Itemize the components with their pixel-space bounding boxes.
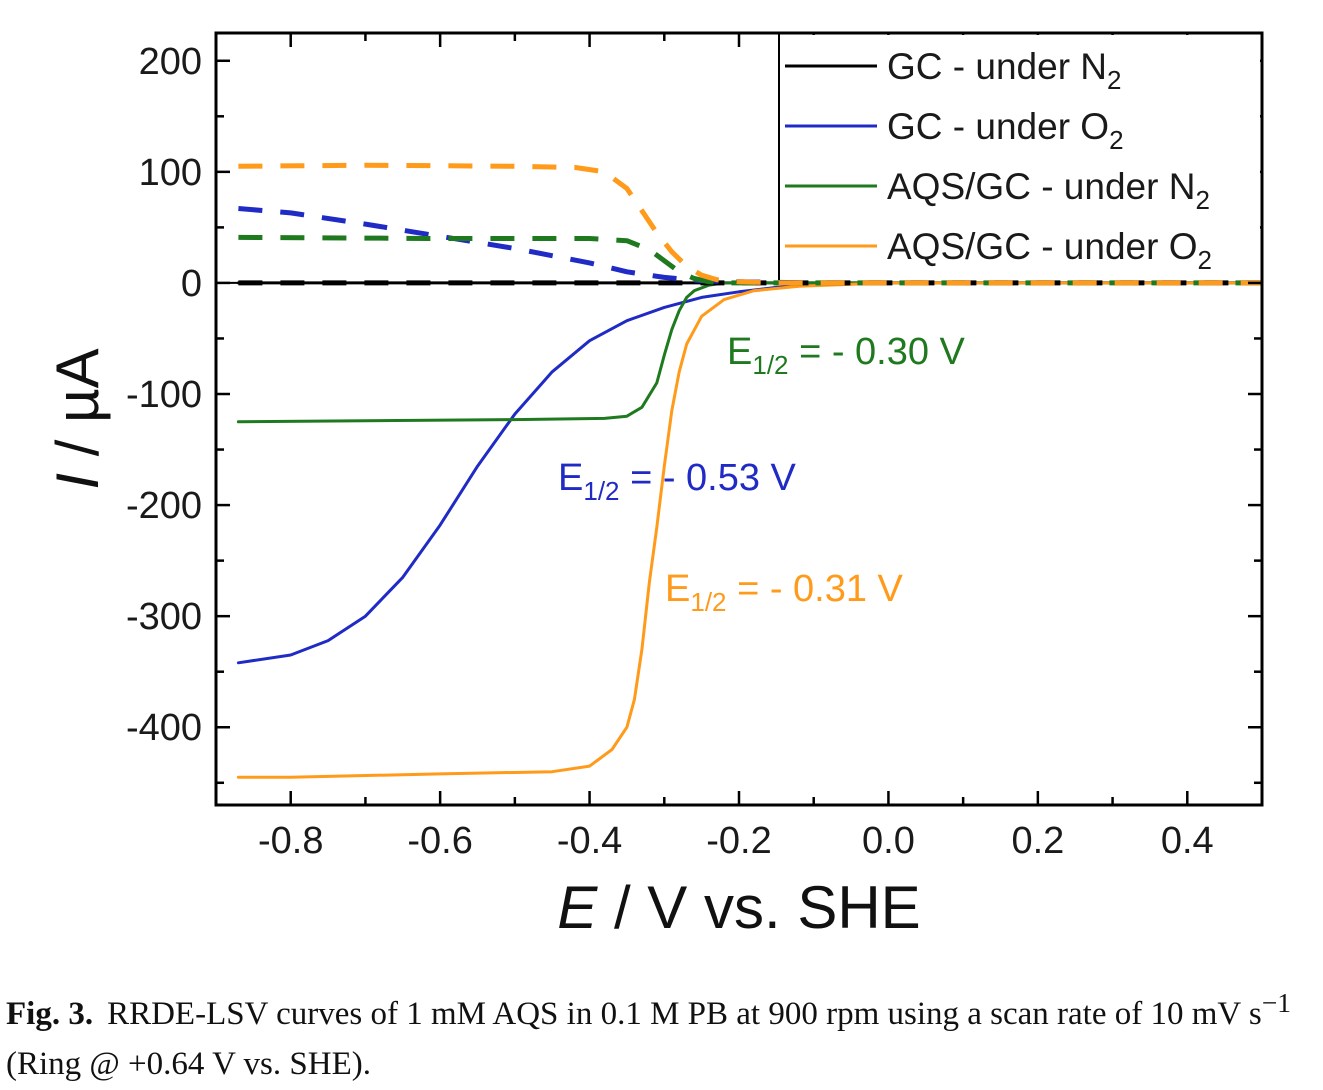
legend-label-subscript: 2	[1198, 245, 1212, 275]
series-aqs_o2-solid	[236, 281, 1264, 779]
caption-superscript: −1	[1261, 987, 1291, 1018]
lsv-chart: -0.8 -0.6 -0.4 -0.2 0.0 0.2 0.4 200 100 0 -100 -200…	[44, 31, 1264, 941]
legend-label-text: AQS/GC - under O	[887, 226, 1198, 267]
x-tick-label: 0.0	[862, 820, 915, 862]
x-axis-title-rest: / V vs. SHE	[597, 874, 920, 941]
legend-label-aqs_o2: AQS/GC - under O2	[887, 226, 1212, 275]
y-tick-label: -300	[126, 596, 202, 638]
half-wave-annotation-gc_o2: E1/2 = - 0.53 V	[558, 457, 797, 506]
legend-label-subscript: 2	[1195, 185, 1209, 215]
x-tick-label: 0.4	[1161, 820, 1214, 862]
x-tick-label: 0.2	[1011, 820, 1064, 862]
annotation-value: = - 0.53 V	[620, 457, 797, 499]
chart-figure: -0.8 -0.6 -0.4 -0.2 0.0 0.2 0.4 200 100 0 -100 -200…	[44, 31, 1264, 941]
y-tick-label: -100	[126, 374, 202, 416]
x-axis-title: E / V vs. SHE	[557, 874, 920, 941]
series-gc_o2-dashed	[238, 206, 1262, 286]
y-axis-title: I / µA	[44, 348, 111, 489]
annotation-value: = - 0.31 V	[727, 568, 904, 610]
y-axis-title-rest: / µA	[44, 348, 111, 473]
annotation-subscript: 1/2	[752, 350, 788, 380]
y-tick-label: 0	[181, 263, 202, 305]
x-tick-label: -0.6	[407, 820, 472, 862]
legend-label-text: GC - under O	[887, 106, 1109, 147]
annotation-main: E	[665, 568, 690, 610]
annotation-main: E	[727, 331, 752, 373]
y-axis-title-italic: I	[44, 473, 111, 490]
legend-label-subscript: 2	[1109, 125, 1123, 155]
x-tick-label: -0.2	[706, 820, 771, 862]
figure-caption: Fig. 3. RRDE-LSV curves of 1 mM AQS in 0.…	[6, 978, 1316, 1089]
series-aqs_o2-dashed	[238, 162, 1262, 286]
y-tick-label: 200	[139, 41, 202, 83]
y-tick-label: 100	[139, 152, 202, 194]
half-wave-annotation-aqs_o2: E1/2 = - 0.31 V	[665, 568, 904, 617]
legend-label-text: GC - under N	[887, 46, 1107, 87]
y-tick-label: -400	[126, 707, 202, 749]
half-wave-annotation-aqs_n2: E1/2 = - 0.30 V	[727, 331, 966, 380]
annotation-main: E	[558, 457, 583, 499]
annotation-subscript: 1/2	[583, 476, 619, 506]
caption-text-end: (Ring @ +0.64 V vs. SHE).	[6, 1046, 371, 1082]
legend-label-gc_n2: GC - under N2	[887, 46, 1121, 95]
series-aqs_n2-dashed	[238, 234, 1262, 286]
legend-label-aqs_n2: AQS/GC - under N2	[887, 166, 1210, 215]
annotation-value: = - 0.30 V	[789, 331, 966, 373]
x-tick-label: -0.4	[557, 820, 622, 862]
y-tick-label: -200	[126, 485, 202, 527]
annotation-subscript: 1/2	[690, 587, 726, 617]
legend-label-gc_o2: GC - under O2	[887, 106, 1124, 155]
caption-label: Fig. 3.	[6, 996, 94, 1032]
x-axis-title-italic: E	[557, 874, 598, 941]
legend-label-text: AQS/GC - under N	[887, 166, 1195, 207]
legend-label-subscript: 2	[1107, 65, 1121, 95]
x-tick-label: -0.8	[258, 820, 323, 862]
caption-text: RRDE-LSV curves of 1 mM AQS in 0.1 M PB …	[107, 996, 1262, 1032]
legend-box	[780, 35, 1260, 275]
